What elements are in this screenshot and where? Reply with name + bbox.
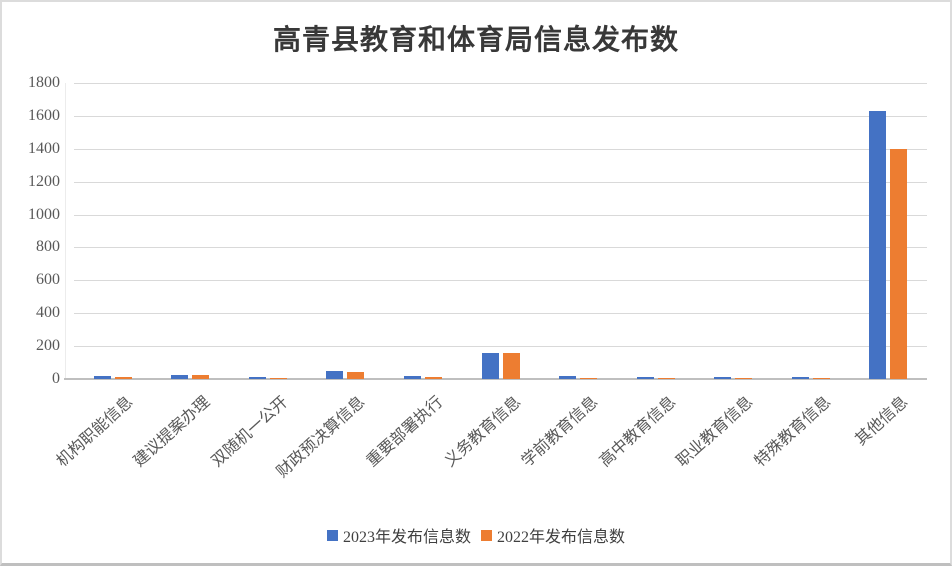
gridline [74,115,927,117]
gridline [74,280,927,282]
bar-2022 [812,377,830,379]
legend-label-2022: 2022年发布信息数 [497,529,626,546]
bar-2023 [791,377,809,379]
bar-2022 [502,352,520,379]
y-tick-label: 0 [52,370,60,387]
gridline [74,247,927,249]
bar-2023 [248,376,266,379]
legend-item-2023: 2023年发布信息数 [326,523,471,547]
gridline [74,181,927,183]
y-tick-label: 1800 [28,74,60,91]
bar-2023 [93,375,111,379]
legend-item-2022: 2022年发布信息数 [481,523,625,547]
bar-2023 [714,376,732,379]
bar-2022 [114,376,132,379]
bar-2022 [657,377,675,379]
y-tick-label: 800 [36,238,60,256]
bar-2022 [424,376,442,379]
y-tick-label: 1600 [28,106,60,124]
bar-2022 [192,375,210,379]
bar-2023 [326,370,344,379]
legend-label-2023: 2023年发布信息数 [342,529,471,546]
legend-swatch-2023 [326,529,338,541]
y-tick-label: 1400 [28,139,60,157]
bar-2023 [559,376,577,379]
bar-2023 [403,376,421,379]
bar-2022 [890,148,908,379]
bar-2023 [171,374,189,379]
gridline [74,148,927,150]
bar-2022 [347,371,365,379]
legend: 2023年发布信息数 2022年发布信息数 [2,523,950,547]
bar-2022 [580,377,598,379]
y-tick-label: 1000 [28,205,60,223]
y-axis-line [65,83,66,379]
bar-2023 [481,352,499,379]
x-axis-line [64,378,927,380]
gridline [74,83,927,84]
plot-area [64,83,927,380]
bar-2023 [869,110,887,379]
gridline [74,214,927,216]
gridline [74,313,927,315]
legend-swatch-2022 [481,529,492,541]
bar-2023 [636,377,654,379]
y-tick-label: 400 [36,304,60,322]
y-tick-label: 600 [36,271,60,289]
bar-2022 [735,377,753,379]
y-tick-label: 200 [36,337,60,355]
x-category-label: 机构职能信息 [53,393,137,471]
bar-2022 [269,377,287,379]
chart-title: 高青县教育和体育局信息发布数 [272,25,679,56]
y-tick-label: 1200 [28,172,60,190]
gridline [74,346,927,348]
